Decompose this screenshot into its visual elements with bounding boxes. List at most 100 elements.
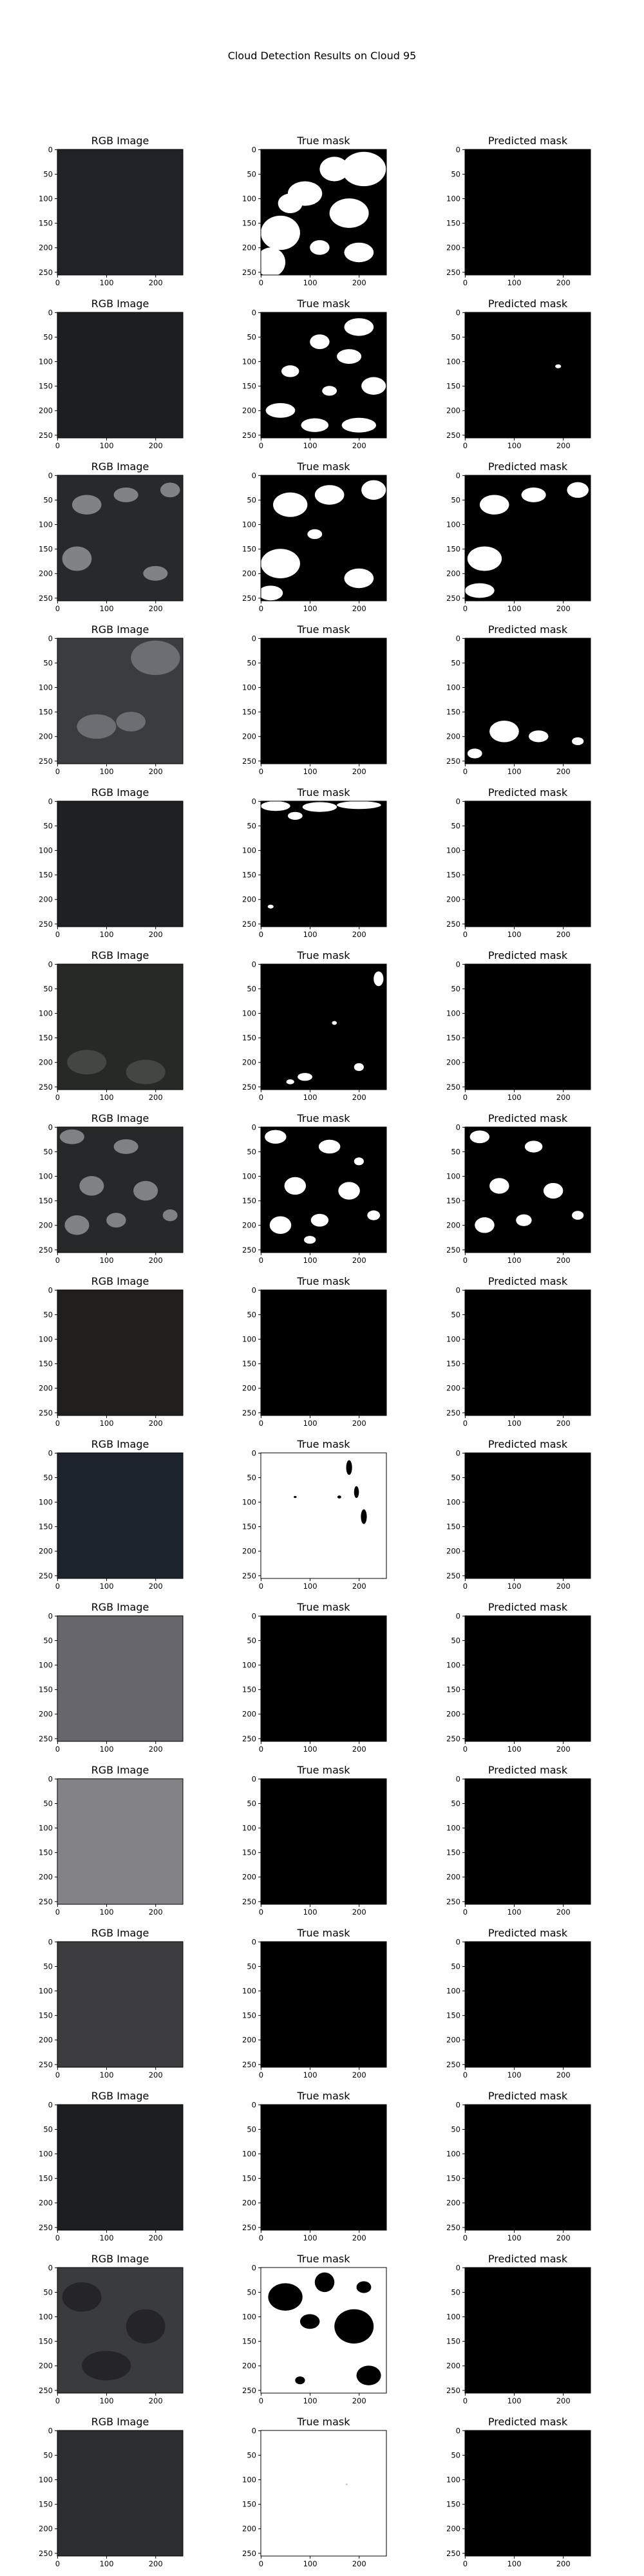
row-9-predicted-mask-title: Predicted mask bbox=[488, 1438, 568, 1450]
row-9-true-mask-image bbox=[261, 1453, 386, 1578]
row-10-rgb-image-frame bbox=[57, 1615, 184, 1742]
row-14-true-mask-ytick-label: 200 bbox=[242, 2362, 256, 2371]
row-10-predicted-mask-ytick-label: 150 bbox=[446, 1685, 460, 1694]
row-2-true-mask-ytick-label: 0 bbox=[252, 308, 256, 317]
row-10-true-mask-xtick-label: 200 bbox=[352, 1745, 366, 1754]
row-2-true-mask-image bbox=[261, 312, 386, 438]
row-9-predicted-mask-ytick-label: 50 bbox=[451, 1473, 460, 1482]
row-9-rgb-image-ytick-label: 200 bbox=[39, 1547, 53, 1556]
row-7-rgb-image-image bbox=[57, 1127, 183, 1253]
row-5-predicted-mask-xtick-label: 100 bbox=[507, 930, 522, 939]
row-13-rgb-image-ytick-label: 150 bbox=[39, 2174, 53, 2183]
row-10-predicted-mask-image bbox=[465, 1616, 591, 1741]
row-3-predicted-mask-blob bbox=[567, 482, 589, 498]
row-6-rgb-image-image bbox=[57, 964, 183, 1090]
row-12-true-mask-ytick-label: 200 bbox=[242, 2036, 256, 2045]
row-14-true-mask-title: True mask bbox=[296, 2253, 350, 2265]
row-8-true-mask-background bbox=[261, 1290, 386, 1416]
row-12-predicted-mask-ytick-label: 150 bbox=[446, 2011, 460, 2020]
row-14-true-mask-blob bbox=[356, 2365, 381, 2385]
row-2-predicted-mask-image bbox=[465, 312, 591, 438]
row-9-true-mask-ytick-label: 100 bbox=[242, 1498, 256, 1507]
row-5-true-mask-background bbox=[261, 801, 386, 927]
row-2-rgb-image-title: RGB Image bbox=[91, 298, 149, 310]
row-5-true-mask-blob bbox=[267, 904, 274, 909]
row-6-predicted-mask-ytick-label: 150 bbox=[446, 1034, 460, 1043]
row-7-true-mask-xtick-label: 0 bbox=[259, 1256, 263, 1265]
row-6-rgb-image-background bbox=[57, 964, 183, 1090]
row-1-rgb-image-image bbox=[57, 149, 183, 275]
row-5-predicted-mask-frame bbox=[464, 800, 591, 927]
row-1-predicted-mask-frame bbox=[464, 149, 591, 276]
row-15-true-mask-frame bbox=[260, 2430, 387, 2557]
row-5-rgb-image-background bbox=[57, 801, 183, 927]
row-6-predicted-mask-xtick-label: 200 bbox=[556, 1093, 571, 1102]
row-1-rgb-image-frame bbox=[57, 149, 184, 276]
row-14-true-mask-ytick-label: 50 bbox=[247, 2287, 256, 2297]
row-7-true-mask-blob bbox=[304, 1236, 316, 1244]
row-14-predicted-mask-background bbox=[465, 2268, 591, 2393]
row-1-true-mask-xtick-label: 0 bbox=[259, 278, 263, 287]
row-14-rgb-image-xtick-label: 200 bbox=[149, 2396, 163, 2405]
row-6-predicted-mask-title: Predicted mask bbox=[488, 949, 568, 961]
row-1-predicted-mask-ytick-label: 200 bbox=[446, 243, 460, 252]
row-3-predicted-mask-xtick-label: 0 bbox=[463, 604, 468, 613]
row-8-rgb-image-frame bbox=[57, 1289, 184, 1416]
row-8-true-mask-ytick-label: 250 bbox=[242, 1408, 256, 1417]
row-6-true-mask-ytick-label: 150 bbox=[242, 1034, 256, 1043]
row-5-true-mask-title: True mask bbox=[296, 786, 350, 799]
row-4-predicted-mask-ytick-label: 50 bbox=[451, 658, 460, 667]
row-3-predicted-mask-title: Predicted mask bbox=[488, 460, 568, 473]
row-3-true-mask-ytick-label: 150 bbox=[242, 545, 256, 554]
row-12-true-mask-ytick-label: 50 bbox=[247, 1962, 256, 1971]
row-15-true-mask-background bbox=[261, 2430, 386, 2556]
row-13-predicted-mask-title: Predicted mask bbox=[488, 2090, 568, 2102]
row-15-true-mask-xtick-label: 100 bbox=[303, 2559, 317, 2568]
row-11-rgb-image-ytick-label: 250 bbox=[39, 1897, 53, 1906]
row-9-true-mask-ytick-label: 250 bbox=[242, 1571, 256, 1580]
row-13-predicted-mask-frame bbox=[464, 2104, 591, 2231]
row-7-predicted-mask-ytick-label: 50 bbox=[451, 1147, 460, 1156]
row-12-rgb-image-xtick-label: 100 bbox=[100, 2070, 114, 2079]
row-10-true-mask-image bbox=[261, 1616, 386, 1741]
row-1-true-mask-title: True mask bbox=[296, 135, 350, 147]
row-2-true-mask-blob bbox=[344, 318, 374, 336]
row-9-true-mask-blob bbox=[337, 1495, 341, 1499]
row-5-predicted-mask-ytick-label: 150 bbox=[446, 871, 460, 880]
row-1-true-mask-blob bbox=[261, 215, 300, 251]
row-3-true-mask-blob bbox=[273, 492, 308, 517]
row-5-rgb-image-ytick-label: 50 bbox=[43, 821, 53, 830]
row-9-true-mask-xtick-label: 0 bbox=[259, 1582, 263, 1591]
row-14-rgb-image-ytick-label: 100 bbox=[39, 2313, 53, 2322]
row-4-rgb-image-ytick-label: 100 bbox=[39, 683, 53, 692]
row-11-true-mask-ytick-label: 200 bbox=[242, 1873, 256, 1882]
row-13-true-mask-xtick-label: 0 bbox=[259, 2233, 263, 2242]
row-10-rgb-image-xtick-label: 200 bbox=[149, 1745, 163, 1754]
row-12-rgb-image-xtick-label: 0 bbox=[55, 2070, 60, 2079]
row-1-rgb-image-ytick-label: 0 bbox=[48, 145, 53, 154]
row-14-true-mask-blob bbox=[314, 2272, 335, 2293]
row-3-true-mask-ytick-label: 100 bbox=[242, 520, 256, 529]
row-8-predicted-mask-image bbox=[465, 1290, 591, 1416]
row-11-predicted-mask-title: Predicted mask bbox=[488, 1764, 568, 1776]
row-1-rgb-image-ytick-label: 150 bbox=[39, 219, 53, 228]
row-13-true-mask-ytick-label: 0 bbox=[252, 2100, 256, 2109]
row-10-rgb-image-image bbox=[57, 1616, 183, 1741]
row-9-predicted-mask-frame bbox=[464, 1452, 591, 1579]
row-6-true-mask-blob bbox=[286, 1079, 294, 1084]
row-15-rgb-image-xtick-label: 0 bbox=[55, 2559, 60, 2568]
row-7-rgb-image-ytick-label: 0 bbox=[48, 1122, 53, 1132]
row-4-rgb-image-frame bbox=[57, 638, 184, 764]
row-6-rgb-image-ytick-label: 50 bbox=[43, 984, 53, 993]
row-6-rgb-image-ytick-label: 100 bbox=[39, 1009, 53, 1018]
row-6-predicted-mask-ytick-label: 100 bbox=[446, 1009, 460, 1018]
row-4-true-mask-title: True mask bbox=[296, 623, 350, 636]
row-14-rgb-image-xtick-label: 100 bbox=[100, 2396, 114, 2405]
